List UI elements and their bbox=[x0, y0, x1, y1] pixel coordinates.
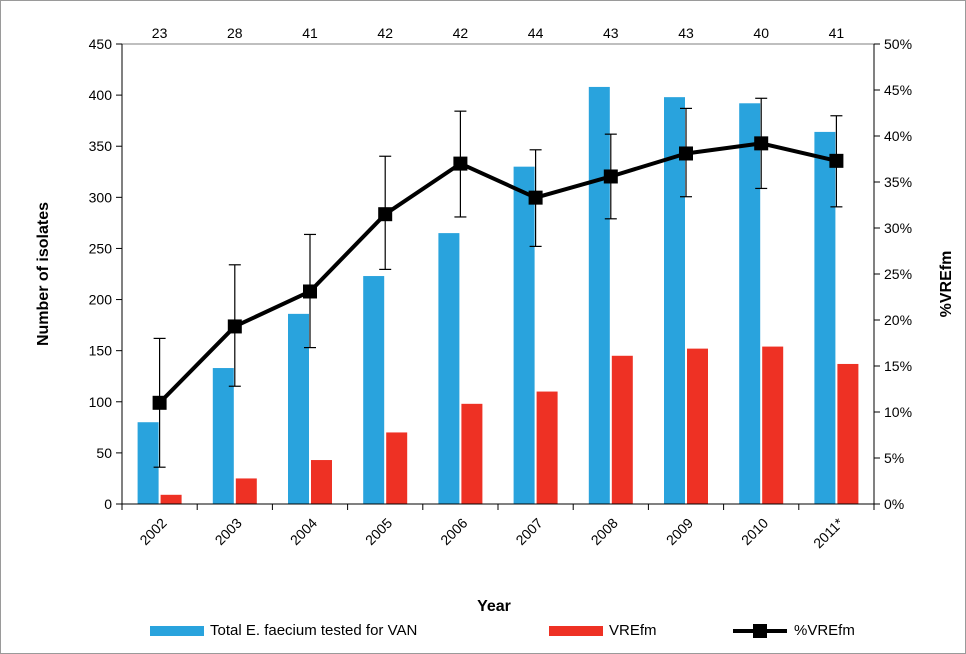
top-data-label: 41 bbox=[302, 25, 318, 41]
x-tick-label: 2004 bbox=[287, 515, 320, 548]
bar-vrefm-2004 bbox=[311, 460, 332, 504]
y-tick-label-left: 450 bbox=[89, 36, 113, 52]
x-tick-label: 2006 bbox=[437, 515, 470, 548]
y-tick-label-right: 20% bbox=[884, 312, 912, 328]
y-tick-label-left: 350 bbox=[89, 138, 113, 154]
top-data-label: 43 bbox=[603, 25, 619, 41]
x-tick-label: 2009 bbox=[663, 515, 696, 548]
bar-vrefm-2006 bbox=[461, 403, 483, 504]
y-tick-label-left: 200 bbox=[89, 292, 113, 308]
marker-pct-vrefm-2002 bbox=[152, 395, 167, 410]
y-tick-label-right: 5% bbox=[884, 450, 904, 466]
marker-pct-vrefm-2007 bbox=[528, 190, 543, 205]
y-tick-label-left: 50 bbox=[96, 445, 112, 461]
x-tick-label: 2003 bbox=[212, 515, 245, 548]
line-layer bbox=[152, 97, 844, 468]
x-tick-label: 2011* bbox=[810, 514, 847, 551]
bar-total-2004 bbox=[288, 313, 309, 504]
legend-swatch-vrefm bbox=[549, 626, 603, 636]
top-data-label: 44 bbox=[528, 25, 544, 41]
marker-pct-vrefm-2008 bbox=[603, 169, 618, 184]
y-tick-label-right: 0% bbox=[884, 496, 904, 512]
y-tick-label-right: 10% bbox=[884, 404, 912, 420]
y-tick-label-left: 250 bbox=[89, 240, 113, 256]
bar-total-2010 bbox=[739, 103, 761, 505]
bar-vrefm-2002 bbox=[160, 494, 182, 504]
y-tick-label-right: 40% bbox=[884, 128, 912, 144]
bar-vrefm-2008 bbox=[611, 355, 633, 504]
marker-pct-vrefm-2004 bbox=[303, 284, 317, 299]
legend-label-pct: %VREfm bbox=[794, 622, 855, 639]
y-tick-label-left: 150 bbox=[89, 343, 113, 359]
top-data-label: 41 bbox=[829, 25, 845, 41]
bar-total-2008 bbox=[588, 86, 610, 504]
top-data-label: 28 bbox=[227, 25, 243, 41]
bar-vrefm-2005 bbox=[386, 432, 408, 504]
bars-layer bbox=[137, 86, 859, 505]
marker-pct-vrefm-2003 bbox=[227, 319, 242, 334]
y-tick-label-right: 25% bbox=[884, 266, 912, 282]
y-tick-label-left: 100 bbox=[89, 394, 113, 410]
y-tick-label-right: 35% bbox=[884, 174, 912, 190]
bar-vrefm-2011* bbox=[837, 363, 859, 504]
y-axis-title-left: Number of isolates bbox=[35, 202, 52, 346]
bar-total-2002 bbox=[137, 422, 159, 504]
y-tick-label-left: 0 bbox=[104, 496, 112, 512]
legend-label-total: Total E. faecium tested for VAN bbox=[210, 622, 417, 639]
bar-total-2011* bbox=[814, 131, 836, 504]
x-tick-label: 2007 bbox=[512, 515, 545, 548]
y-tick-label-right: 50% bbox=[884, 36, 912, 52]
marker-pct-vrefm-2009 bbox=[679, 146, 693, 161]
bar-vrefm-2007 bbox=[536, 391, 558, 504]
marker-pct-vrefm-2005 bbox=[378, 207, 393, 222]
top-data-label: 43 bbox=[678, 25, 694, 41]
marker-pct-vrefm-2011* bbox=[829, 153, 844, 168]
y-tick-label-left: 400 bbox=[89, 87, 113, 103]
y-tick-label-right: 45% bbox=[884, 82, 912, 98]
x-tick-label: 2010 bbox=[738, 515, 771, 548]
x-tick-label: 2008 bbox=[588, 515, 621, 548]
marker-pct-vrefm-2010 bbox=[754, 136, 769, 151]
y-tick-label-right: 30% bbox=[884, 220, 912, 236]
bar-vrefm-2009 bbox=[687, 348, 708, 504]
bar-total-2003 bbox=[212, 368, 234, 504]
bar-total-2006 bbox=[438, 233, 460, 504]
bar-vrefm-2010 bbox=[762, 346, 784, 504]
top-data-label: 40 bbox=[753, 25, 769, 41]
series-line-pct-vrefm bbox=[158, 141, 837, 405]
top-data-label: 42 bbox=[453, 25, 469, 41]
y-tick-label-right: 15% bbox=[884, 358, 912, 374]
y-tick-label-left: 300 bbox=[89, 189, 113, 205]
x-tick-label: 2002 bbox=[136, 515, 169, 548]
legend-label-vrefm: VREfm bbox=[609, 622, 657, 639]
x-axis-title: Year bbox=[477, 598, 511, 615]
y-axis-title-right: %VREfm bbox=[938, 251, 955, 318]
legend: Total E. faecium tested for VAN VREfm %VRE… bbox=[150, 622, 855, 639]
legend-swatch-marker bbox=[753, 624, 767, 638]
legend-swatch-total bbox=[150, 626, 204, 636]
marker-pct-vrefm-2006 bbox=[453, 156, 468, 171]
bar-vrefm-2003 bbox=[235, 478, 257, 504]
bar-total-2007 bbox=[513, 166, 535, 504]
bar-total-2009 bbox=[664, 97, 685, 505]
axes-layer bbox=[116, 43, 880, 510]
bar-total-2005 bbox=[363, 276, 385, 504]
x-tick-label: 2005 bbox=[362, 515, 395, 548]
top-data-label: 42 bbox=[377, 25, 393, 41]
top-data-label: 23 bbox=[152, 25, 168, 41]
